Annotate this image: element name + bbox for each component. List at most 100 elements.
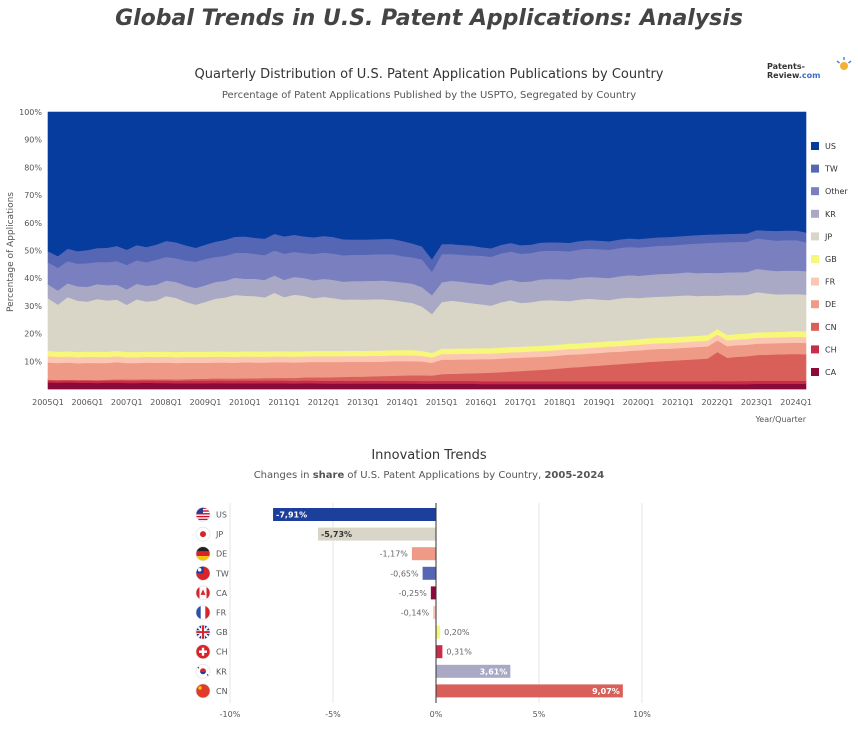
area-y-tick-label: 50% [24,247,42,256]
de-flag-icon [195,546,211,562]
legend-item-fr[interactable]: FR [811,277,836,287]
area-x-tick-label: 2023Q1 [741,398,773,407]
bar-row-ch[interactable]: CH 0,31% [195,644,472,660]
bar-value-label: 0,31% [446,648,472,657]
legend-label: US [825,142,836,151]
legend-item-ch[interactable]: CH [811,345,837,354]
bar-row-de[interactable]: DE -1,17% [195,546,436,562]
legend-item-us[interactable]: US [811,142,836,151]
legend-item-other[interactable]: Other [811,187,848,196]
ch-flag-icon [195,644,211,660]
legend-swatch [811,300,819,309]
area-x-tick-label: 2011Q1 [268,398,300,407]
legend-swatch [811,142,819,150]
bar-chart-grid [229,503,643,703]
bar-category-label: DE [216,550,227,559]
legend-label: FR [825,278,836,287]
bar-value-label: 3,61% [480,667,508,676]
bar-de[interactable] [411,547,436,561]
bar-row-kr[interactable]: KR 3,61% [195,663,511,679]
bar-category-label: CH [216,648,228,657]
bar-subtitle-emphasis: share [312,470,345,481]
legend-swatch [811,368,819,376]
legend-swatch [811,255,819,263]
bar-category-label: KR [216,667,227,676]
bar-cn[interactable] [436,684,623,698]
legend-item-cn[interactable]: CN [811,322,837,332]
bar-category-label: CA [216,589,228,598]
area-y-tick-label: 90% [24,136,42,145]
bar-row-jp[interactable]: JP -5,73% [195,526,436,542]
area-chart-series [47,111,807,390]
patents-review-logo[interactable]: Patents-Review.com [767,57,858,80]
area-y-tick-label: 10% [24,357,42,366]
bar-ch[interactable] [436,645,443,659]
bar-value-label: -5,73% [321,530,352,539]
bar-row-tw[interactable]: TW -0,65% [195,565,436,581]
area-x-tick-label: 2024Q1 [780,398,812,407]
area-x-tick-label: 2006Q1 [72,398,104,407]
legend-swatch [811,232,819,241]
area-x-tick-label: 2013Q1 [347,398,379,407]
bar-fr[interactable] [433,606,436,619]
page-title: Global Trends in U.S. Patent Application… [115,6,743,31]
bar-value-label: -0,14% [401,609,430,618]
legend-label: CA [825,368,837,377]
area-x-tick-label: 2020Q1 [623,398,655,407]
area-y-tick-label: 70% [24,191,42,200]
cn-flag-icon [195,683,211,699]
bar-x-tick-label: -10% [220,710,241,719]
area-x-tick-label: 2010Q1 [229,398,261,407]
bar-row-gb[interactable]: GB 0,20% [195,624,470,640]
area-y-tick-label: 100% [19,108,42,117]
area-x-tick-label: 2021Q1 [662,398,694,407]
area-chart-x-ticks: 2005Q1 2006Q1 2007Q1 2008Q1 2009Q1 2010Q1 2011… [32,398,812,407]
bar-ca[interactable] [430,586,436,600]
bar-subtitle-range: 2005-2024 [544,470,605,481]
legend-label: Other [825,187,848,196]
legend-label: CN [825,323,837,332]
bar-us[interactable] [273,508,436,521]
area-x-tick-label: 2016Q1 [465,398,497,407]
bar-tw[interactable] [422,566,436,580]
jp-flag-icon [195,526,211,542]
area-y-tick-label: 60% [24,219,42,228]
area-chart-y-axis-label: Percentage of Applications [6,192,16,312]
bar-category-label: FR [216,609,227,618]
bar-row-fr[interactable]: FR -0,14% [195,605,436,620]
bar-value-label: 9,07% [592,687,620,696]
legend-item-tw[interactable]: TW [811,164,838,174]
bar-row-cn[interactable]: CN 9,07% [195,683,623,699]
bar-jp[interactable] [317,527,436,541]
bar-x-tick-label: -5% [325,710,341,719]
area-series-us[interactable] [47,111,807,260]
area-x-tick-label: 2017Q1 [505,398,537,407]
legend-swatch [811,164,819,173]
area-y-tick-label: 30% [24,302,42,311]
area-x-tick-label: 2007Q1 [111,398,143,407]
legend-label: DE [825,300,836,309]
bar-x-tick-label: 0% [430,710,443,719]
bar-category-label: TW [215,569,229,578]
legend-item-de[interactable]: DE [811,300,836,309]
tw-flag-icon [195,565,211,581]
legend-swatch [811,345,819,354]
legend-item-kr[interactable]: KR [811,209,836,219]
area-chart-y-ticks: 10% 20% 30% 40% 50% 60% 70% 80% 90% 100% [19,108,42,366]
legend-item-ca[interactable]: CA [811,368,837,377]
bar-category-label: JP [215,530,223,539]
area-y-tick-label: 40% [24,274,42,283]
area-x-tick-label: 2015Q1 [426,398,458,407]
bar-kr[interactable] [436,664,511,678]
area-chart-x-axis-label: Year/Quarter [754,415,806,424]
bar-chart-title: Innovation Trends [371,448,487,463]
legend-item-gb[interactable]: GB [811,255,837,264]
legend-label: TW [824,165,838,174]
bar-row-us[interactable]: US -7,91% [195,507,436,522]
area-x-tick-label: 2019Q1 [583,398,615,407]
bar-row-ca[interactable]: CA -0,25% [195,585,436,601]
legend-item-jp[interactable]: JP [811,232,832,241]
kr-flag-icon [195,663,211,679]
bar-category-label: GB [216,628,228,637]
bar-gb[interactable] [436,625,441,639]
